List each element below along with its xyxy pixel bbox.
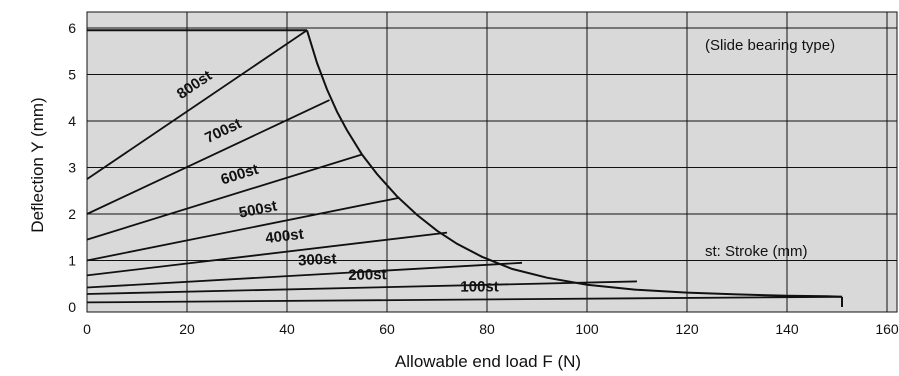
x-tick-label: 0 [83,321,91,337]
series-line-200st [86,280,638,295]
x-tick-label: 140 [775,321,799,337]
annotation-stroke-unit: st: Stroke (mm) [705,243,808,260]
y-tick-label: 4 [68,113,76,129]
x-axis-title: Allowable end load F (N) [395,352,581,371]
series-line-300st [86,261,523,289]
x-tick-label: 100 [575,321,599,337]
series-label-300st: 300st [298,250,337,269]
y-tick-label: 6 [68,20,76,36]
axes: 0 20 40 60 80 100 120 140 160 0 1 2 3 4 5 6 [68,20,899,337]
series-label-200st: 200st [348,266,387,284]
series-label-100st: 100st [460,278,498,295]
series-line-800st [86,29,308,180]
series-line-400st [86,231,448,277]
y-tick-label: 1 [68,253,76,269]
annotation-slide-bearing: (Slide bearing type) [705,37,835,54]
series-line-600st [86,153,363,241]
x-tick-label: 60 [379,321,395,337]
y-tick-label: 2 [68,206,76,222]
x-tick-label: 80 [479,321,495,337]
x-tick-label: 40 [279,321,295,337]
y-axis-title: Deflection Y (mm) [28,97,47,232]
gridlines [87,12,897,312]
max-load-envelope-curve [306,30,843,298]
plot-background [86,11,898,313]
series-line-700st [86,99,330,215]
series-line-100st [86,295,843,304]
y-tick-label: 5 [68,67,76,83]
x-tick-label: 20 [179,321,195,337]
series-label-400st: 400st [264,226,304,247]
series-line-500st [86,196,400,262]
x-tick-label: 160 [875,321,899,337]
y-tick-label: 0 [68,299,76,315]
x-tick-label: 120 [675,321,699,337]
y-tick-label: 3 [68,160,76,176]
series-lines [86,29,843,307]
